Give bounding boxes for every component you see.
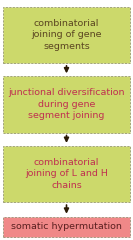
Text: combinatorial
joining of L and H
chains: combinatorial joining of L and H chains [25, 158, 108, 190]
FancyBboxPatch shape [3, 6, 130, 63]
FancyBboxPatch shape [3, 76, 130, 132]
Text: junctional diversification
during gene
segment joining: junctional diversification during gene s… [8, 89, 125, 120]
Text: combinatorial
joining of gene
segments: combinatorial joining of gene segments [31, 19, 102, 51]
Text: somatic hypermutation: somatic hypermutation [11, 222, 122, 231]
FancyBboxPatch shape [3, 146, 130, 202]
FancyBboxPatch shape [3, 216, 130, 237]
